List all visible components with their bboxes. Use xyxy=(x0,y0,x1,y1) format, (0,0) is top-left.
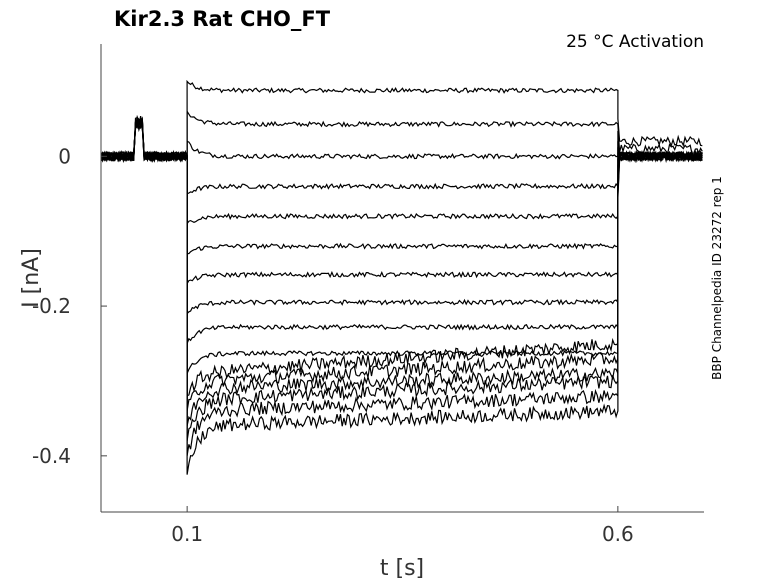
x-ticks: 0.1 0.6 xyxy=(171,506,634,546)
current-trace-1 xyxy=(100,79,703,162)
y-tick-label: -0.2 xyxy=(32,294,71,318)
current-trace-11 xyxy=(100,117,703,397)
condition-annotation: 25 °C Activation xyxy=(566,32,704,52)
current-trace-16 xyxy=(100,121,703,475)
y-tick-label: 0 xyxy=(58,144,71,168)
current-trace-6 xyxy=(100,114,703,255)
x-axis-label: t [s] xyxy=(380,556,424,581)
current-trace-12 xyxy=(100,119,703,411)
current-trace-9 xyxy=(100,119,703,344)
current-trace-2 xyxy=(100,109,703,163)
x-tick-label: 0.6 xyxy=(602,522,634,546)
current-trace-7 xyxy=(100,117,703,286)
current-traces xyxy=(100,79,703,475)
chart-title: Kir2.3 Rat CHO_FT xyxy=(114,7,331,31)
y-tick-label: -0.4 xyxy=(32,444,71,468)
current-trace-13 xyxy=(100,122,703,427)
x-tick-label: 0.1 xyxy=(171,522,203,546)
source-id-label: BBP Channelpedia ID 23272 rep 1 xyxy=(710,176,724,380)
current-trace-10 xyxy=(100,118,703,374)
current-trace-8 xyxy=(100,124,703,316)
current-trace-14 xyxy=(100,119,703,441)
y-ticks: 0 -0.2 -0.4 xyxy=(32,144,107,468)
current-trace-4 xyxy=(100,118,703,195)
axes xyxy=(100,44,704,513)
current-trace-3 xyxy=(100,116,703,163)
current-trace-5 xyxy=(100,116,703,226)
current-trace-15 xyxy=(100,118,703,456)
y-axis-label: I [nA] xyxy=(19,248,44,308)
